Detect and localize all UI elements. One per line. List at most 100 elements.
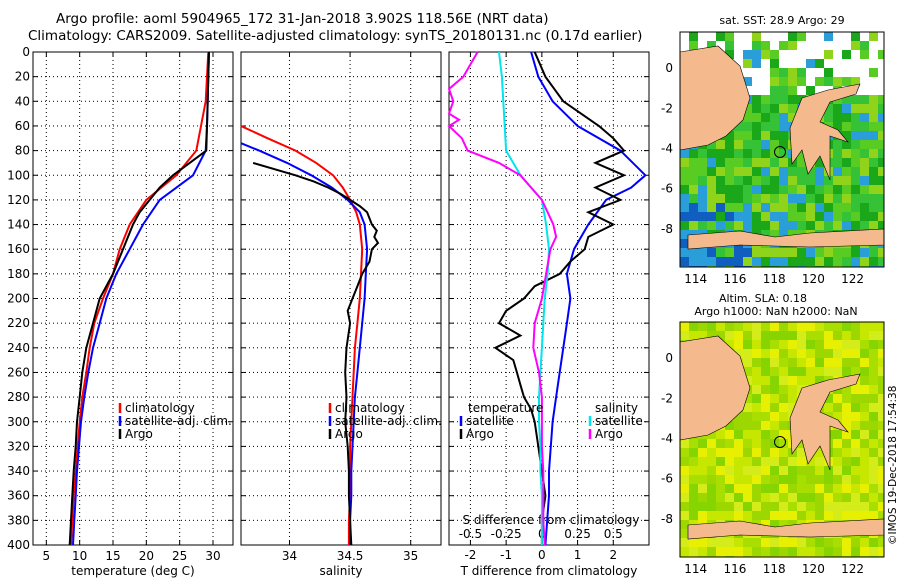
grid-dot (293, 125, 294, 127)
grid-dot (41, 298, 42, 299)
grid-dot (157, 248, 158, 250)
grid-dot (112, 536, 114, 537)
grid-dot (193, 322, 194, 324)
grid-dot (212, 196, 214, 197)
grid-dot (165, 150, 166, 152)
grid-dot (505, 76, 506, 78)
grid-dot (109, 224, 110, 226)
grid-dot (101, 371, 102, 373)
grid-dot (429, 76, 430, 78)
grid-dot (69, 174, 70, 176)
grid-dot (179, 480, 181, 481)
grid-dot (505, 216, 507, 217)
grid-dot (217, 421, 218, 423)
grid-dot (149, 347, 150, 349)
grid-dot (410, 252, 412, 253)
grid-dot (45, 347, 46, 349)
grid-dot (145, 108, 147, 109)
grid-dot (212, 356, 214, 357)
grid-dot (469, 528, 471, 529)
grid-dot (217, 199, 218, 201)
grid-dot (169, 347, 170, 349)
grid-dot (157, 445, 158, 447)
grid-dot (557, 248, 558, 250)
grid-dot (45, 199, 46, 201)
grid-dot (157, 298, 158, 299)
grid-dot (561, 100, 562, 102)
grid-dot (612, 376, 614, 377)
grid-dot (361, 347, 362, 349)
grid-dot (481, 347, 482, 349)
grid-dot (117, 248, 118, 250)
grid-dot (41, 273, 42, 275)
series-s-argo (447, 51, 558, 546)
grid-dot (365, 495, 366, 497)
grid-dot (112, 184, 114, 185)
grid-dot (433, 76, 434, 78)
grid-dot (605, 371, 606, 373)
grid-dot (541, 72, 543, 73)
grid-dot (349, 212, 351, 213)
grid-dot (517, 224, 518, 226)
grid-dot (473, 273, 474, 275)
grid-dot (57, 100, 58, 102)
grid-dot (477, 273, 478, 275)
grid-dot (469, 376, 471, 377)
grid-dot (612, 172, 614, 173)
grid-dot (413, 371, 414, 373)
grid-dot (641, 100, 642, 102)
grid-dot (145, 452, 147, 453)
grid-dot (565, 445, 566, 447)
grid-dot (469, 428, 471, 429)
grid-dot (505, 508, 507, 509)
grid-dot (577, 172, 579, 173)
grid-dot (221, 322, 222, 324)
grid-dot (45, 76, 47, 77)
grid-dot (410, 120, 412, 121)
grid-dot (45, 470, 46, 472)
grid-dot (249, 519, 250, 521)
grid-dot (81, 273, 82, 275)
grid-dot (125, 322, 126, 324)
grid-dot (573, 421, 574, 423)
grid-dot (349, 60, 351, 61)
grid-dot (212, 496, 214, 497)
grid-dot (541, 264, 543, 265)
grid-dot (509, 100, 510, 102)
grid-dot (293, 445, 294, 447)
grid-dot (112, 460, 114, 461)
grid-dot (337, 199, 338, 201)
grid-dot (489, 100, 490, 102)
grid-dot (405, 322, 406, 324)
grid-dot (225, 248, 226, 250)
grid-dot (213, 248, 214, 250)
grid-dot (81, 224, 82, 226)
grid-dot (349, 396, 350, 398)
grid-dot (212, 104, 214, 105)
grid-dot (597, 495, 598, 497)
grid-dot (410, 488, 412, 489)
grid-dot (409, 199, 410, 201)
grid-dot (145, 528, 147, 529)
grid-dot (377, 273, 378, 275)
grid-dot (288, 128, 290, 129)
grid-dot (505, 164, 507, 165)
grid-dot (165, 125, 166, 127)
map-cell (878, 68, 884, 77)
grid-dot (525, 76, 526, 78)
grid-dot (369, 445, 370, 447)
grid-dot (177, 125, 178, 127)
grid-dot (410, 412, 412, 413)
grid-dot (369, 371, 370, 373)
grid-dot (105, 421, 106, 423)
grid-dot (553, 174, 554, 176)
grid-dot (101, 519, 102, 521)
grid-dot (485, 495, 486, 497)
y-tick-label: 340 (7, 464, 30, 478)
grid-dot (288, 424, 290, 425)
grid-dot (541, 104, 543, 105)
grid-dot (153, 421, 154, 423)
grid-dot (273, 470, 274, 472)
grid-dot (145, 248, 146, 250)
grid-dot (112, 344, 114, 345)
